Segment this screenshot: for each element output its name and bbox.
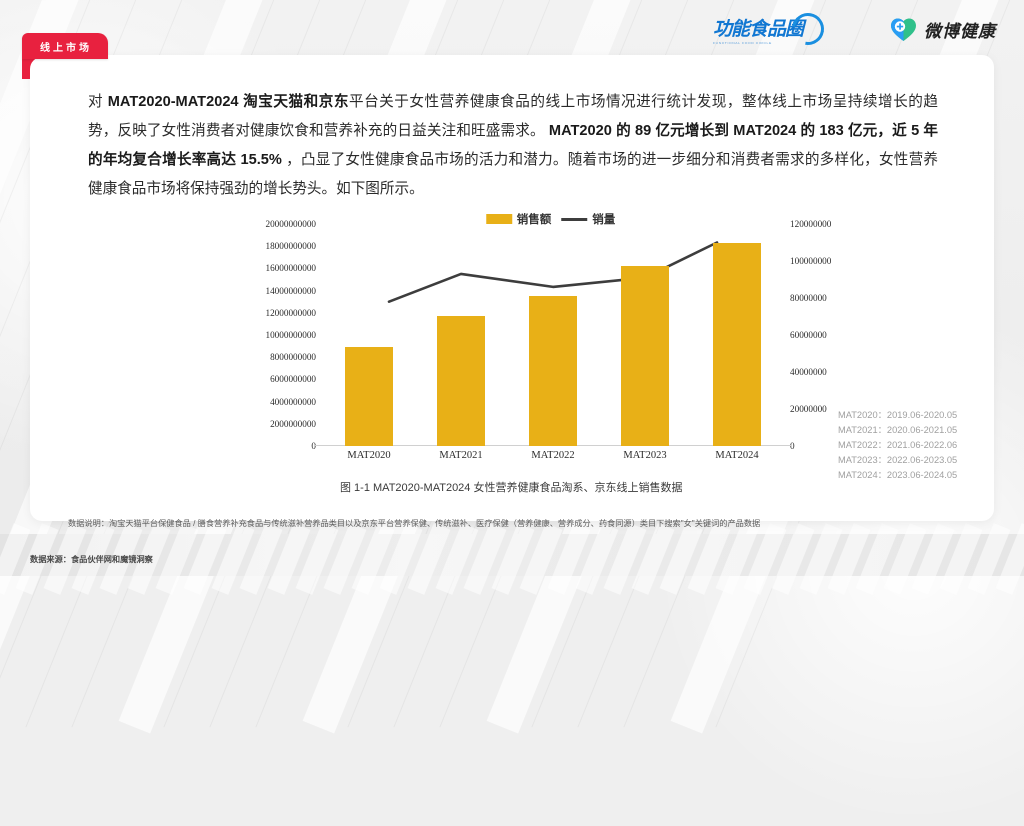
y-axis-right-tick: 20000000 bbox=[790, 404, 827, 414]
intro-paragraph: 对 MAT2020-MAT2024 淘宝天猫和京东平台关于女性营养健康食品的线上… bbox=[88, 88, 938, 204]
x-axis-tick-mat2023: MAT2023 bbox=[623, 450, 666, 461]
bottom-band bbox=[0, 534, 1024, 576]
x-axis-tick-mat2024: MAT2024 bbox=[715, 450, 758, 461]
para-part-1: 对 bbox=[88, 94, 108, 110]
y-axis-left-tick: 20000000000 bbox=[228, 219, 316, 229]
mat-note-line: MAT2022：2021.06-2022.06 bbox=[838, 438, 988, 453]
bar-mat2022 bbox=[529, 296, 577, 446]
logo1-subtitle: FUNCTIONAL FOOD CIRCLE bbox=[713, 41, 803, 45]
logo-functional-food-circle: 功能食品圈 FUNCTIONAL FOOD CIRCLE bbox=[713, 13, 824, 45]
section-tab-online-market: 线上市场 bbox=[22, 33, 108, 59]
para-bold-1: MAT2020-MAT2024 淘宝天猫和京东 bbox=[108, 94, 349, 110]
y-axis-right-tick: 40000000 bbox=[790, 367, 827, 377]
y-axis-left-tick: 8000000000 bbox=[228, 352, 316, 362]
section-tab-label: 线上市场 bbox=[40, 39, 92, 54]
bar-mat2021 bbox=[437, 316, 485, 446]
figure-caption: 图 1-1 MAT2020-MAT2024 女性营养健康食品淘系、京东线上销售数… bbox=[340, 480, 740, 496]
y-axis-left-tick: 6000000000 bbox=[228, 374, 316, 384]
y-axis-left-tick: 0 bbox=[228, 441, 316, 451]
x-axis-tick-mat2021: MAT2021 bbox=[439, 450, 482, 461]
legend-bar-swatch bbox=[486, 214, 512, 224]
y-axis-left-tick: 4000000000 bbox=[228, 397, 316, 407]
mat-note-line: MAT2020：2019.06-2020.05 bbox=[838, 408, 988, 423]
data-source: 数据来源：食品伙伴网和魔镜洞察 bbox=[30, 553, 153, 565]
mat-note-line: MAT2021：2020.06-2021.05 bbox=[838, 423, 988, 438]
x-axis-tick-mat2022: MAT2022 bbox=[531, 450, 574, 461]
tab-corner bbox=[22, 57, 42, 79]
y-axis-right-tick: 120000000 bbox=[790, 219, 831, 229]
logo-bar: 功能食品圈 FUNCTIONAL FOOD CIRCLE 微博健康 bbox=[604, 0, 1024, 58]
y-axis-right-tick: 60000000 bbox=[790, 330, 827, 340]
y-axis-left-tick: 18000000000 bbox=[228, 241, 316, 251]
logo1-text: 功能食品圈 bbox=[713, 14, 803, 41]
x-axis-tick-mat2020: MAT2020 bbox=[347, 450, 390, 461]
bar-mat2024 bbox=[713, 243, 761, 446]
y-axis-left-tick: 12000000000 bbox=[228, 308, 316, 318]
bar-mat2023 bbox=[621, 266, 669, 446]
bar-mat2020 bbox=[345, 347, 393, 446]
y-axis-right-tick: 100000000 bbox=[790, 256, 831, 266]
logo-weibo-health: 微博健康 bbox=[890, 17, 996, 42]
legend-line-swatch bbox=[561, 218, 587, 221]
y-axis-left-tick: 10000000000 bbox=[228, 330, 316, 340]
y-axis-right-tick: 80000000 bbox=[790, 293, 827, 303]
y-axis-right-tick: 0 bbox=[790, 441, 795, 451]
y-axis-left-tick: 2000000000 bbox=[228, 419, 316, 429]
logo2-text: 微博健康 bbox=[924, 17, 996, 42]
data-description: 数据说明：淘宝天猫平台保健食品 / 膳食营养补充食品与传统滋补营养品类目以及京东… bbox=[68, 518, 958, 530]
mat-note-line: MAT2024：2023.06-2024.05 bbox=[838, 468, 988, 483]
y-axis-left-tick: 16000000000 bbox=[228, 263, 316, 273]
mat-note-line: MAT2023：2022.06-2023.05 bbox=[838, 453, 988, 468]
y-axis-left-tick: 14000000000 bbox=[228, 286, 316, 296]
heart-plus-icon bbox=[890, 17, 917, 42]
